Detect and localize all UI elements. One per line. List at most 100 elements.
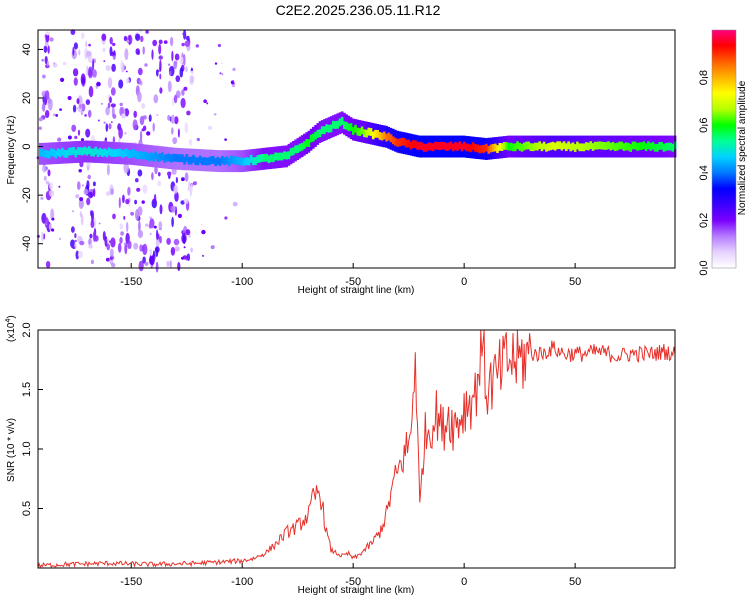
spectrogram-noise-cell [166,237,171,245]
spectrogram-ridge-cell [642,141,646,150]
snr-y-tick-label: 0.5 [21,501,33,516]
spectrogram-noise-cell [135,209,140,221]
spectrogram-noise-cell [51,228,55,232]
spectrogram-noise-cell [144,261,149,266]
spectrogram-noise-cell [169,36,174,47]
spectrogram-ridge-cell [602,142,606,150]
spectrogram-noise-cell [90,259,94,265]
spectrogram-ridge-cell [565,143,568,152]
spectrogram-noise-cell [158,43,162,55]
spectrogram-ridge-cell [134,151,138,159]
spectrogram-ridge-cell [522,142,526,151]
spectrogram-noise-cell [62,61,67,66]
spectrogram-noise-cell [137,91,142,103]
spectrogram-ridge-cell [123,149,126,157]
spectrogram-noise-cell [192,181,197,186]
spectrogram-ridge-cell [185,154,189,162]
spectrogram-noise-cell [55,114,59,117]
spectrogram-noise-cell [104,137,107,140]
spectrogram-noise-cell [149,248,152,256]
spectrogram-frame [37,29,676,269]
spectrogram-ridge-cell [94,146,98,155]
spectrogram-ridge-cell [118,148,122,157]
spectrogram-noise-cell [169,260,172,268]
spectrogram-ridge-cell [389,134,393,143]
spectrogram-ridge-cell [307,139,311,147]
spectrogram-ridge-cell [209,156,213,165]
spectrogram-ridge-cell [660,141,664,150]
spectrogram-noise-cell [221,62,223,65]
spectrogram-x-ticks: -150 -100 -50 0 50 [120,263,581,288]
spectrogram-ridge-cell [647,141,650,150]
spectrogram-ridge-cell [323,126,326,135]
spectrogram-noise-cell [49,190,55,197]
spectrogram-noise-cell [45,261,51,269]
spectrogram-noise-cell [152,250,156,259]
spectrogram-noise-cell [112,213,116,220]
spectrogram-noise-cell [142,115,147,120]
spectrogram-noise-cell [47,45,50,54]
spectrogram-ridge-cell [609,142,612,151]
spectrogram-ridge-cell [218,158,222,166]
spectrogram-noise-cell [101,103,103,105]
spectrogram-ridge-cell [90,148,93,157]
spectrogram-noise-cell [153,225,157,229]
spectrogram-noise-cell [159,73,162,80]
spectrogram-noise-cell [180,97,186,109]
spectrogram-ridge-cell [374,129,377,138]
spectrogram-noise-cell [38,126,42,130]
spectrogram-ridge-cell [411,140,415,148]
spectrogram-ridge-cell [598,141,601,150]
spectrogram-noise-cell [232,201,238,207]
colorbar: 0.0 0.2 0.4 0.6 0.8 Normalized spectral ampl… [698,29,748,276]
spectrogram-ridge-cell [376,130,379,138]
spectrogram-noise-cell [190,183,193,193]
spectrogram-noise-cell [181,89,185,96]
spectrogram-ridge-cell [582,143,586,152]
spectrogram-noise-cell [219,72,222,75]
spectrogram-ridge-cell [150,152,153,161]
spectrogram-noise-cell [231,83,236,88]
spectrogram-noise-cell [67,96,72,100]
spectrogram-noise-cell [158,227,162,231]
spectrogram-noise-cell [158,39,163,45]
spectrogram-noise-cell [210,245,215,250]
spectrogram-ridge-cell [589,141,593,149]
spectrogram-noise-cell [132,119,138,131]
spectrogram-noise-cell [156,229,159,241]
spectrogram-ridge-cell [156,154,160,162]
spectrogram-noise-cell [233,80,236,83]
spectrogram-noise-cell [118,197,121,209]
spectrogram-noise-cell [74,233,77,239]
spectrogram-noise-cell [156,114,159,116]
snr-y-tick-label: 1.0 [21,441,33,456]
spectrogram-noise-cell [170,114,175,125]
spectrogram-noise-cell [159,235,162,244]
spectrogram-noise-cell [173,60,178,70]
spectrogram-ridge-cell [540,143,544,152]
snr-series-line [37,329,676,569]
spectrogram-ridge-cell [294,145,297,154]
spectrogram-ridge-cell [45,150,49,158]
spectrogram-noise-cell [184,172,189,182]
spectrogram-noise-cell [41,58,44,62]
spectrogram-noise-cell [177,213,182,218]
spectrogram-noise-cell [184,122,189,134]
spectrogram-ridge-cell [178,154,182,163]
spectrogram-ridge-cell [289,148,293,156]
spectrogram-ridge-cell [229,155,233,164]
spectrogram-ridge-cell [638,142,641,151]
spectrogram-ridge-cell [76,147,80,155]
spectrogram-noise-cell [206,102,209,105]
spectrogram-ridge-cell [485,143,488,152]
spectrogram-noise-cell [179,67,184,78]
spectrogram-noise-cell [89,233,93,239]
spectrogram-ridge-cell [516,141,519,150]
spectrogram-noise-cell [92,181,96,187]
spectrogram-ridge-cell [59,149,62,158]
spectrogram-ridge-cell [551,141,555,150]
spectrogram-noise-cell [182,232,186,245]
spectrogram-noise-cell [50,208,55,221]
spectrogram-ridge-cell [409,141,413,150]
